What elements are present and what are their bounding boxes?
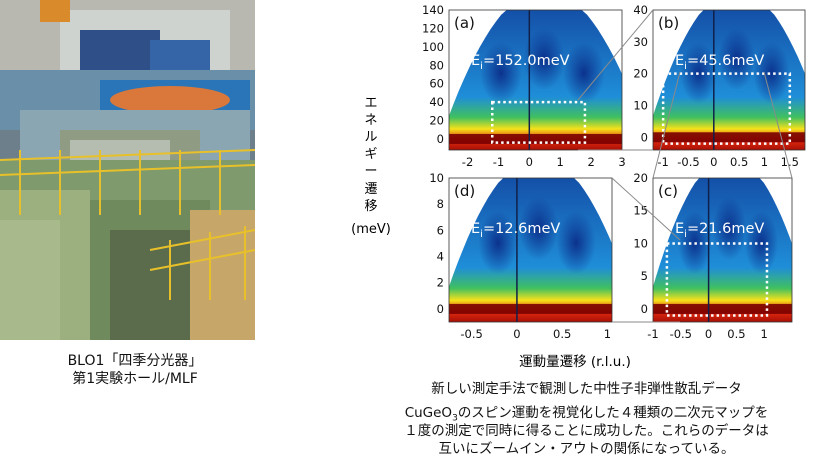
x-tick-label: 0 <box>710 155 717 169</box>
y-tick-label: 120 <box>422 21 444 35</box>
x-tick-label: -0.5 <box>460 327 482 341</box>
heatmap-panel: 0 10 20 30 40 -1 -0.5 0 0.5 1 1.5 (b) Ei=45.6meV <box>633 3 806 169</box>
x-tick-label: -2 <box>462 155 473 169</box>
elastic-line <box>449 303 612 314</box>
incident-energy-label: Ei=45.6meV <box>675 53 764 72</box>
y-tick-label: 100 <box>422 40 444 54</box>
x-tick-label: 0.5 <box>730 155 748 169</box>
panel-label: (c) <box>658 182 678 200</box>
x-tick-label: 0 <box>705 327 712 341</box>
panel-label: (b) <box>658 14 679 32</box>
incident-energy-label: Ei=21.6meV <box>675 221 764 240</box>
y-tick-label: 140 <box>422 3 444 17</box>
x-tick-label: -0.5 <box>670 327 692 341</box>
y-tick-label: 2 <box>437 276 444 290</box>
figure-description-line1: CuGeO3のスピン運動を視覚化した４種類の二次元マップを <box>404 405 769 424</box>
x-tick-label: 0.5 <box>727 327 745 341</box>
figure-title: 新しい測定手法で観測した中性子非弾性散乱データ <box>431 381 742 397</box>
x-tick-label: 1.5 <box>781 155 799 169</box>
incident-energy-label: Ei=12.6meV <box>471 221 560 240</box>
x-tick-label: 0 <box>526 155 533 169</box>
x-tick-label: 1 <box>761 155 768 169</box>
panel-frame <box>652 177 793 323</box>
ylabel-char: ギ <box>364 147 377 162</box>
figure-description-line2: １度の測定で同時に得ることに成功した。これらのデータは <box>404 423 769 439</box>
excitation-feature <box>519 196 559 261</box>
energy-transfer-axis-label: エ ネ ル ギ ー 遷 移 (meV) <box>351 96 391 237</box>
excitation-feature <box>523 28 565 90</box>
ylabel-char: エ <box>364 96 377 111</box>
y-tick-label: 10 <box>633 98 648 112</box>
elastic-line <box>653 132 805 143</box>
y-tick-label: 6 <box>437 223 444 237</box>
y-tick-label: 15 <box>633 204 648 218</box>
ylabel-unit: (meV) <box>351 222 391 237</box>
x-tick-label: -1 <box>657 155 668 169</box>
excitation-feature <box>556 211 596 275</box>
excitation-feature <box>563 42 605 104</box>
zoom-region-box <box>661 72 792 145</box>
photo-caption-line1: BLO1「四季分光器」 <box>67 353 203 369</box>
y-tick-label: 8 <box>437 197 444 211</box>
y-tick-label: 60 <box>429 77 444 91</box>
excitation-feature <box>480 42 522 104</box>
y-tick-label: 20 <box>633 171 648 185</box>
y-tick-label: 0 <box>437 132 444 146</box>
figure-description-line3: 互いにズームイン・アウトの関係になっている。 <box>438 441 735 457</box>
zoom-connector-a-b-top <box>577 9 654 101</box>
y-tick-label: 5 <box>641 269 648 283</box>
x-tick-label: 3 <box>618 155 625 169</box>
y-tick-label: 0 <box>641 302 648 316</box>
x-tick-label: 1 <box>761 327 768 341</box>
x-tick-label: 2 <box>587 155 594 169</box>
panel-label: (d) <box>454 182 475 200</box>
y-tick-label: 30 <box>633 35 648 49</box>
ylabel-char: ル <box>364 130 377 145</box>
panel-frame <box>448 177 613 323</box>
elastic-line <box>449 133 622 144</box>
y-tick-label: 0 <box>641 130 648 144</box>
heatmap-panel: 0 5 10 15 20 -1 -0.5 0 0.5 1 (c) Ei=21.6meV <box>633 171 793 341</box>
ylabel-char: ー <box>364 164 377 179</box>
zoom-connectors <box>577 9 793 323</box>
x-tick-label: 0.5 <box>553 327 571 341</box>
excitation-feature <box>712 196 747 261</box>
zoom-region-box <box>491 100 587 144</box>
panel-frame <box>652 9 806 151</box>
x-tick-label: -1 <box>493 155 504 169</box>
elastic-line <box>653 303 792 314</box>
y-tick-label: 20 <box>429 114 444 128</box>
spectrometer-photo <box>0 0 255 340</box>
zoom-connector-b-c-right <box>763 71 793 179</box>
x-tick-label: -0.5 <box>677 155 699 169</box>
zoom-connector-c-d-top <box>611 177 681 241</box>
y-tick-label: 10 <box>429 171 444 185</box>
y-tick-label: 10 <box>633 236 648 250</box>
heatmap-panel: 0 2 4 6 8 10 -0.5 0 0.5 1 (d) Ei=12.6meV <box>429 171 613 341</box>
excitation-feature <box>478 211 518 275</box>
zoom-connector-b-c-left <box>652 71 681 179</box>
heatmap-panel: 0 20 40 60 80 100 120 140 -2 -1 0 1 2 3 (a) Ei=152.0meV <box>422 3 626 169</box>
y-tick-label: 40 <box>633 3 648 17</box>
x-tick-label: -1 <box>647 327 658 341</box>
excitation-feature <box>753 42 790 104</box>
ylabel-char: 遷 <box>364 182 377 197</box>
ylabel-char: ネ <box>364 113 377 128</box>
zoom-region-box <box>665 242 769 317</box>
x-tick-label: 1 <box>604 327 611 341</box>
panel-label: (a) <box>454 14 475 32</box>
incident-energy-label: Ei=152.0meV <box>471 53 570 72</box>
x-tick-label: 1 <box>557 155 564 169</box>
y-tick-label: 0 <box>437 302 444 316</box>
photo-caption-line2: 第1実験ホール/MLF <box>72 371 198 387</box>
x-axis-label: 運動量遷移 (r.l.u.) <box>519 354 631 370</box>
panel-frame <box>448 9 623 151</box>
y-tick-label: 20 <box>633 67 648 81</box>
x-tick-label: 0 <box>513 327 520 341</box>
y-tick-label: 80 <box>429 58 444 72</box>
ylabel-char: 移 <box>364 199 377 214</box>
scattering-maps-figure: エ ネ ル ギ ー 遷 移 (meV) 020406080100120140-2… <box>351 3 806 370</box>
y-tick-label: 40 <box>429 95 444 109</box>
y-tick-label: 4 <box>437 250 444 264</box>
